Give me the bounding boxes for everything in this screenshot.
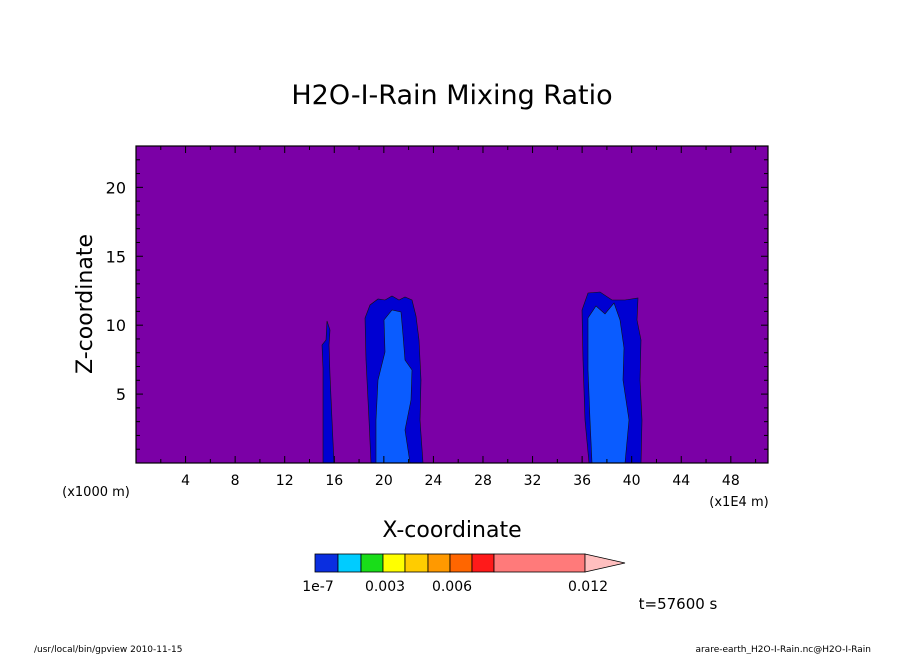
x-axis-ticks: 4 8 12 16 20 24 28 32 36 40 44 48 — [160, 146, 757, 489]
rain-column-15-outer — [321, 320, 335, 464]
footer-left: /usr/local/bin/gpview 2010-11-15 — [34, 645, 182, 654]
colorbar-swatch — [314, 553, 339, 573]
x-tick-label: 28 — [474, 473, 492, 489]
colorbar-swatch — [382, 553, 406, 573]
x-tick-label: 12 — [276, 473, 294, 489]
y-tick-label: 20 — [106, 178, 126, 197]
colorbar-label-4: 0.012 — [568, 579, 608, 595]
colorbar-label-1: 1e-7 — [302, 579, 333, 595]
y-axis-ticks: 5 10 15 20 — [106, 159, 768, 450]
colorbar-extension — [584, 553, 626, 573]
colorbar-label-2: 0.003 — [365, 579, 405, 595]
x-axis-label: X-coordinate — [382, 518, 521, 543]
x-tick-label: 44 — [672, 473, 690, 489]
colorbar-swatch — [471, 553, 495, 573]
colorbar-swatch — [360, 553, 384, 573]
y-tick-label: 15 — [106, 247, 126, 266]
x-tick-label: 4 — [181, 473, 190, 489]
x-tick-label: 32 — [524, 473, 542, 489]
plot-background — [136, 146, 768, 463]
x-tick-label: 36 — [573, 473, 591, 489]
colorbar-label-3: 0.006 — [432, 579, 472, 595]
x-tick-label: 48 — [722, 473, 740, 489]
plot-frame — [135, 145, 769, 464]
x-tick-label: 16 — [325, 473, 343, 489]
x-tick-label: 40 — [623, 473, 641, 489]
colorbar-swatch — [449, 553, 473, 573]
footer-right: arare-earth_H2O-I-Rain.nc@H2O-I-Rain — [695, 645, 871, 654]
chart-title: H2O-I-Rain Mixing Ratio — [291, 80, 612, 111]
y-tick-label: 10 — [106, 316, 126, 335]
rain-column-21-inner — [375, 309, 413, 464]
colorbar-swatch — [404, 553, 429, 573]
y-tick-label: 5 — [116, 385, 126, 404]
x-unit-left: (x1000 m) — [62, 485, 130, 500]
x-tick-label: 20 — [375, 473, 393, 489]
x-tick-label: 24 — [424, 473, 442, 489]
x-tick-label: 8 — [231, 473, 240, 489]
rain-column-38-inner — [587, 302, 630, 464]
y-axis-label: Z-coordinate — [73, 234, 98, 374]
time-label: t=57600 s — [639, 595, 718, 613]
x-unit-right: (x1E4 m) — [709, 495, 768, 510]
colorbar-swatch — [337, 553, 362, 573]
colorbar-swatch — [427, 553, 451, 573]
colorbar-swatch — [493, 553, 586, 573]
colorbar — [314, 553, 626, 573]
